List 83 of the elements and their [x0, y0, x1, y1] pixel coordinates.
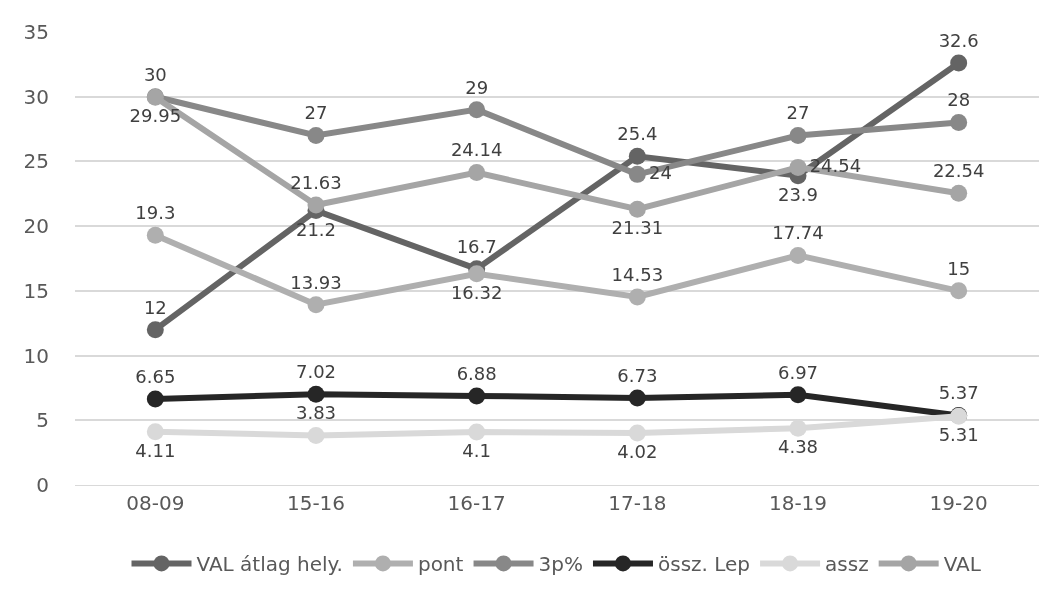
y-tick-label: 0: [36, 473, 49, 497]
point: [146, 226, 164, 244]
data-label: 6.88: [456, 362, 497, 384]
point: [146, 423, 164, 441]
x-tick-label: 17-18: [608, 491, 667, 515]
legend-label: pont: [417, 552, 464, 577]
y-tick-label: 10: [23, 343, 49, 368]
data-label: 5.37: [938, 382, 979, 404]
data-label: 14.53: [611, 263, 664, 285]
point: [307, 196, 325, 214]
y-tick-label: 20: [23, 214, 49, 239]
point: [628, 424, 646, 442]
point: [789, 386, 807, 404]
data-label: 6.65: [135, 365, 176, 387]
x-tick-label: 08-09: [126, 491, 185, 515]
data-label: 30: [143, 63, 167, 85]
data-label: 12: [143, 296, 167, 318]
point: [468, 265, 486, 283]
legend-label: VAL átlag hely.: [196, 552, 343, 577]
point: [628, 389, 646, 407]
data-label: 28: [947, 89, 971, 111]
point: [789, 419, 807, 437]
data-label: 16.32: [450, 281, 503, 303]
x-tick-label: 18-19: [768, 491, 828, 515]
data-label: 22.54: [932, 160, 985, 182]
data-label: 4.11: [135, 439, 176, 461]
data-label: 19.3: [135, 202, 176, 224]
data-label: 6.73: [617, 364, 658, 386]
data-label: 29.95: [129, 105, 182, 127]
point: [307, 127, 325, 145]
point: [950, 184, 968, 202]
data-label: 4.02: [617, 441, 658, 463]
point: [628, 165, 646, 183]
data-label: 5.31: [938, 424, 979, 446]
legend-label: 3p%: [538, 552, 583, 577]
y-tick-label: 35: [23, 20, 49, 44]
data-label: 21.2: [295, 218, 337, 240]
data-label: 21.31: [611, 217, 664, 239]
point: [950, 282, 968, 300]
legend-label: assz: [825, 552, 869, 577]
point: [628, 147, 646, 165]
data-label: 27: [304, 102, 328, 124]
point: [307, 385, 325, 403]
point: [146, 390, 164, 408]
y-tick-label: 15: [23, 278, 49, 303]
point: [468, 164, 486, 182]
point: [628, 200, 646, 218]
data-label: 32.6: [938, 29, 979, 51]
data-label: 27: [786, 102, 810, 124]
x-tick-label: 15-16: [286, 491, 346, 515]
point: [468, 423, 486, 441]
data-label: 21.63: [290, 171, 342, 193]
point: [789, 127, 807, 145]
data-label: 24.14: [450, 139, 503, 161]
x-tick-label: 19-20: [929, 491, 988, 515]
point: [789, 246, 807, 264]
data-label: 15: [947, 257, 971, 279]
point: [307, 426, 325, 444]
point: [468, 101, 486, 119]
data-label: 16.7: [456, 235, 497, 257]
point: [950, 114, 968, 132]
legend-label: VAL: [943, 552, 982, 577]
point: [146, 321, 164, 339]
y-tick-label: 30: [23, 84, 49, 109]
data-label: 3.83: [295, 402, 337, 424]
data-label: 25.4: [617, 123, 658, 145]
point: [789, 158, 807, 176]
point: [628, 288, 646, 306]
data-label: 7.02: [295, 361, 337, 383]
y-tick-label: 25: [23, 149, 49, 174]
data-label: 29: [465, 76, 489, 98]
x-tick-label: 16-17: [447, 491, 506, 515]
point: [307, 296, 325, 314]
data-label: 17.74: [772, 222, 824, 244]
legend-label: össz. Lep: [657, 552, 751, 577]
y-tick-label: 5: [36, 408, 49, 433]
data-label: 13.93: [290, 271, 342, 293]
data-label: 4.1: [462, 440, 491, 462]
data-label: 4.38: [777, 436, 819, 458]
point: [468, 387, 486, 405]
point: [950, 54, 968, 72]
data-label: 23.9: [777, 183, 819, 205]
data-label: 6.97: [777, 361, 819, 383]
